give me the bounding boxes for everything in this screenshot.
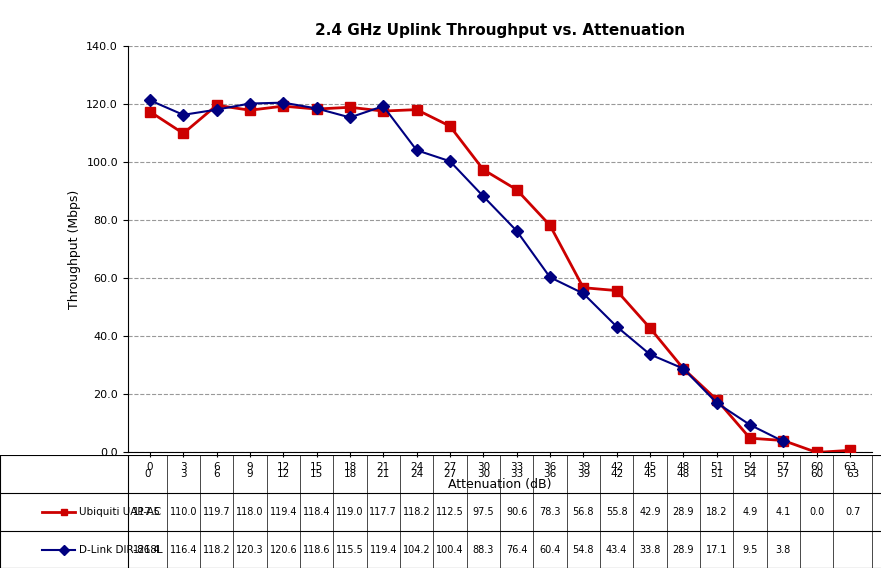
Text: 51: 51 [710, 469, 723, 479]
Text: 17.1: 17.1 [706, 545, 728, 554]
Text: 3: 3 [180, 469, 187, 479]
Text: 121.4: 121.4 [133, 545, 161, 554]
Text: 28.9: 28.9 [672, 507, 694, 517]
Text: 97.5: 97.5 [472, 507, 494, 517]
Text: 120.3: 120.3 [236, 545, 263, 554]
X-axis label: Attenuation (dB): Attenuation (dB) [448, 478, 552, 491]
Text: 9: 9 [247, 469, 253, 479]
Text: 15: 15 [310, 469, 323, 479]
Text: 45: 45 [643, 469, 656, 479]
Text: 118.2: 118.2 [203, 545, 231, 554]
Text: 39: 39 [577, 469, 590, 479]
Text: 119.0: 119.0 [337, 507, 364, 517]
Text: 27: 27 [443, 469, 456, 479]
Text: 4.9: 4.9 [743, 507, 758, 517]
Text: 116.4: 116.4 [169, 545, 197, 554]
Text: 30: 30 [477, 469, 490, 479]
Text: 57: 57 [777, 469, 790, 479]
Text: 9.5: 9.5 [743, 545, 758, 554]
Text: 33: 33 [510, 469, 523, 479]
Text: 42: 42 [610, 469, 623, 479]
Text: 115.5: 115.5 [336, 545, 364, 554]
Text: 43.4: 43.4 [606, 545, 627, 554]
Text: 4.1: 4.1 [775, 507, 791, 517]
Text: 110.0: 110.0 [169, 507, 197, 517]
Text: 54.8: 54.8 [573, 545, 594, 554]
Text: 18.2: 18.2 [706, 507, 728, 517]
Text: D-Link DIR-868L: D-Link DIR-868L [79, 545, 163, 554]
Text: 88.3: 88.3 [472, 545, 494, 554]
Text: 117.5: 117.5 [133, 507, 161, 517]
Text: 0.7: 0.7 [845, 507, 861, 517]
Text: 104.2: 104.2 [403, 545, 431, 554]
Text: 117.7: 117.7 [369, 507, 397, 517]
Text: 21: 21 [377, 469, 390, 479]
Text: 0: 0 [144, 469, 151, 479]
Text: 55.8: 55.8 [606, 507, 627, 517]
Text: 3.8: 3.8 [775, 545, 791, 554]
Text: 76.4: 76.4 [506, 545, 528, 554]
Text: Ubiquiti UAP-AC: Ubiquiti UAP-AC [79, 507, 161, 517]
Text: 78.3: 78.3 [539, 507, 560, 517]
Text: 119.4: 119.4 [369, 545, 397, 554]
Text: 24: 24 [410, 469, 423, 479]
Text: 119.7: 119.7 [203, 507, 231, 517]
Text: 118.2: 118.2 [403, 507, 431, 517]
Text: 60: 60 [810, 469, 823, 479]
Text: 18: 18 [344, 469, 357, 479]
Text: 42.9: 42.9 [640, 507, 661, 517]
Text: 118.0: 118.0 [236, 507, 263, 517]
Text: 28.9: 28.9 [672, 545, 694, 554]
Title: 2.4 GHz Uplink Throughput vs. Attenuation: 2.4 GHz Uplink Throughput vs. Attenuatio… [315, 23, 685, 38]
Text: 100.4: 100.4 [436, 545, 463, 554]
Text: 0.0: 0.0 [809, 507, 825, 517]
Text: 119.4: 119.4 [270, 507, 297, 517]
Text: 118.6: 118.6 [303, 545, 330, 554]
Text: 120.6: 120.6 [270, 545, 297, 554]
Text: 12: 12 [277, 469, 290, 479]
Text: 63: 63 [846, 469, 859, 479]
Text: 90.6: 90.6 [506, 507, 528, 517]
Text: 112.5: 112.5 [436, 507, 463, 517]
Text: 60.4: 60.4 [539, 545, 560, 554]
Text: 54: 54 [744, 469, 757, 479]
Text: 33.8: 33.8 [640, 545, 661, 554]
Text: 118.4: 118.4 [303, 507, 330, 517]
Text: 36: 36 [544, 469, 557, 479]
Text: 56.8: 56.8 [573, 507, 594, 517]
Text: 48: 48 [677, 469, 690, 479]
Text: 6: 6 [213, 469, 220, 479]
Y-axis label: Throughput (Mbps): Throughput (Mbps) [68, 190, 81, 309]
